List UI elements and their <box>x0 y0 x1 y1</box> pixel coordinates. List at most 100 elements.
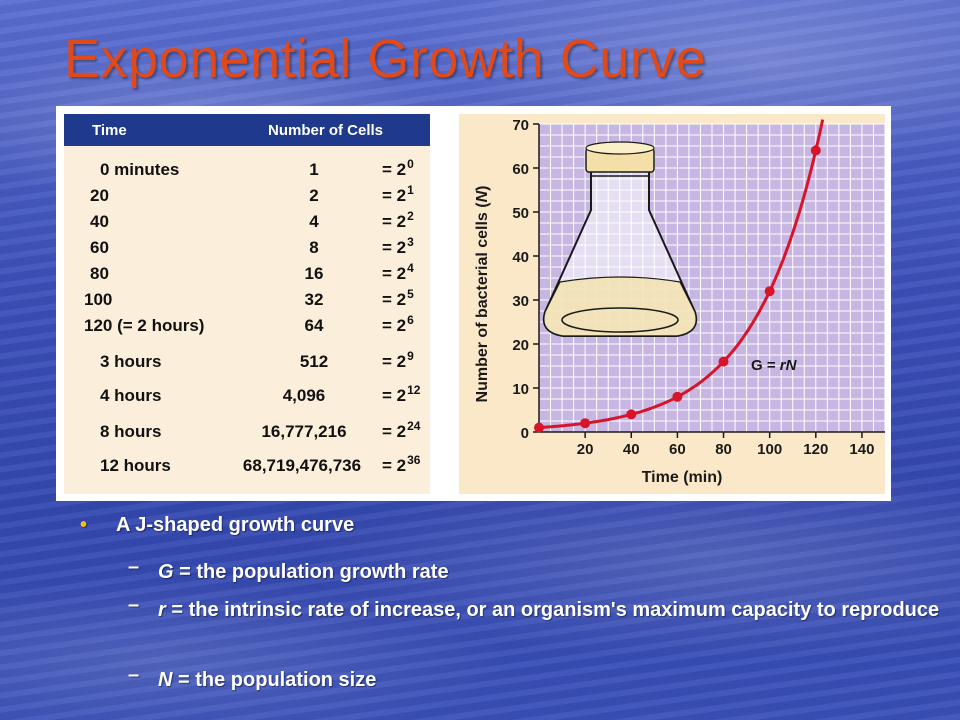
table-cell-count: 68,719,476,736 <box>242 456 362 475</box>
var-r: r <box>158 599 166 621</box>
table-cell-time: 20 <box>90 186 109 205</box>
power-base: = 2 <box>382 290 407 309</box>
figure-panel: Time Number of Cells 0 minutes 1 = 20 20 2 = … <box>56 106 891 501</box>
table-cell-count: 16,777,216 <box>261 422 347 441</box>
table-cell-time: 12 hours <box>100 456 171 475</box>
x-tick-label: 80 <box>715 441 732 458</box>
table-cell-power: = 20 <box>382 157 414 180</box>
var-n: N <box>158 669 173 691</box>
table-cell-time: 3 hours <box>100 352 162 371</box>
table-cell-power: = 21 <box>382 183 414 206</box>
table-cell-power: = 29 <box>382 349 414 372</box>
table-cell-count: 4,096 <box>282 386 326 405</box>
table-cell-time: 60 <box>90 238 109 257</box>
table-cell-time: 0 minutes <box>100 160 180 179</box>
power-base: = 2 <box>382 316 407 335</box>
var-g: G <box>158 561 174 583</box>
power-base: = 2 <box>382 238 407 257</box>
bullet-main-text: A J-shaped growth curve <box>116 514 355 536</box>
table-cell-count: 8 <box>309 238 319 257</box>
dash-icon: – <box>128 556 140 578</box>
power-exponent: 1 <box>407 183 414 197</box>
table-cell-count: 1 <box>309 160 319 179</box>
y-tick-label: 40 <box>512 249 529 266</box>
table-cell-count: 4 <box>309 212 319 231</box>
data-point <box>718 356 729 367</box>
x-tick-label: 40 <box>623 441 640 458</box>
table-cell-count: 64 <box>304 316 324 335</box>
dash-icon: – <box>128 664 140 686</box>
data-point <box>810 145 821 156</box>
power-exponent: 2 <box>407 209 414 223</box>
axes <box>533 123 885 438</box>
header-time: Time <box>92 122 127 139</box>
table-cell-power: = 22 <box>382 209 414 232</box>
power-exponent: 5 <box>407 287 414 301</box>
growth-chart: 20 40 60 80 100 120 140 0 10 20 30 40 50 60 70 Time (… <box>474 117 885 486</box>
sub-text-n: = the population size <box>172 669 377 691</box>
table-cell-time: 120 (= 2 hours) <box>84 316 205 335</box>
data-point <box>626 409 637 420</box>
power-exponent: 6 <box>407 313 414 327</box>
power-base: = 2 <box>382 352 407 371</box>
y-tick-label: 20 <box>512 337 529 354</box>
table-cell-time: 80 <box>90 264 109 283</box>
slide-title: Exponential Growth Curve <box>64 29 707 89</box>
table-cell-power: = 236 <box>382 453 421 476</box>
x-tick-label: 20 <box>577 441 594 458</box>
power-base: = 2 <box>382 456 407 475</box>
table-cell-power: = 26 <box>382 313 414 336</box>
y-axis-label: Number of bacterial cells (N) <box>474 186 491 403</box>
power-base: = 2 <box>382 386 407 405</box>
bullet-dot-icon: • <box>80 514 88 536</box>
power-exponent: 4 <box>407 261 414 275</box>
y-tick-label: 0 <box>521 425 529 442</box>
table-cell-power: = 224 <box>382 419 420 442</box>
data-point <box>534 422 544 433</box>
y-tick-label: 50 <box>512 205 529 222</box>
table-cell-time: 40 <box>90 212 109 231</box>
table-cell-power: = 24 <box>382 261 414 284</box>
table-cell-count: 32 <box>304 290 324 309</box>
power-base: = 2 <box>382 186 407 205</box>
power-base: = 2 <box>382 212 407 231</box>
table-header: Time Number of Cells <box>64 114 430 146</box>
y-tick-label: 70 <box>512 117 529 134</box>
x-tick-label: 140 <box>849 441 874 458</box>
header-number-of-cells: Number of Cells <box>268 122 384 139</box>
equation-annotation: G = rN <box>751 357 798 374</box>
grid <box>538 123 885 433</box>
x-tick-label: 60 <box>669 441 686 458</box>
chart-panel: 20 40 60 80 100 120 140 0 10 20 30 40 50 60 70 Time (… <box>459 114 885 494</box>
sub-text-g: = the population growth rate <box>173 561 449 583</box>
x-tick-label: 120 <box>803 441 828 458</box>
power-base: = 2 <box>382 422 407 441</box>
power-exponent: 0 <box>407 157 414 171</box>
table-cell-time: 100 <box>84 290 113 309</box>
table-cell-time: 8 hours <box>100 422 162 441</box>
power-exponent: 36 <box>407 453 421 467</box>
y-tick-label: 60 <box>512 161 529 178</box>
y-tick-label: 10 <box>512 381 529 398</box>
data-point <box>580 418 591 429</box>
power-base: = 2 <box>382 160 407 179</box>
table-cell-power: = 212 <box>382 383 421 406</box>
table-cell-power: = 25 <box>382 287 414 310</box>
power-exponent: 3 <box>407 235 414 249</box>
dash-icon: – <box>128 594 140 616</box>
growth-table: Time Number of Cells 0 minutes 1 = 20 20 2 = … <box>64 114 430 494</box>
data-point <box>764 286 775 297</box>
table-cell-power: = 23 <box>382 235 414 258</box>
power-base: = 2 <box>382 264 407 283</box>
flask-icon <box>542 141 698 337</box>
bullet-main: • A J-shaped growth curve <box>80 514 780 537</box>
sub-text-r: = the intrinsic rate of increase, or an … <box>165 599 940 621</box>
power-exponent: 12 <box>407 383 421 397</box>
x-axis-label: Time (min) <box>642 469 723 486</box>
table-cell-count: 16 <box>304 264 324 283</box>
y-tick-label: 30 <box>512 293 529 310</box>
data-point <box>672 391 683 402</box>
data-points <box>534 145 821 433</box>
y-tick-labels: 0 10 20 30 40 50 60 70 <box>512 117 529 442</box>
power-exponent: 9 <box>407 349 414 363</box>
